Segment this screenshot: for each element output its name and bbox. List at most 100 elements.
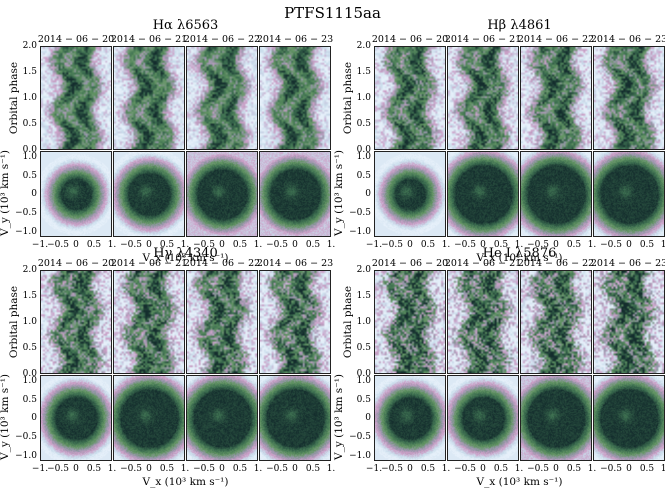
tomogram-panel <box>593 151 665 237</box>
trail-panel <box>447 46 519 150</box>
date-label: 2014 − 06 − 22 <box>183 258 261 269</box>
trail-image <box>521 271 591 373</box>
line-title: Hγ λ4340 <box>153 246 218 261</box>
tomogram-image <box>521 152 591 236</box>
xtick: 1. <box>514 464 524 474</box>
tomogram-image <box>260 376 330 460</box>
tomo-ytick: −0.5 <box>349 432 371 443</box>
tomo-ytick: −1.0 <box>15 450 37 461</box>
xtick: 1. <box>441 240 451 250</box>
trail-ytick: 2.0 <box>356 265 371 275</box>
trail-ytick: 0.5 <box>22 343 37 353</box>
tomogram-image <box>187 152 257 236</box>
tomo-ytick: 0.5 <box>22 170 37 181</box>
xtick: 0.5 <box>86 240 102 250</box>
tomo-ytick: −0.5 <box>349 208 371 219</box>
xtick: 1. <box>326 240 336 250</box>
tomogram-panel <box>113 151 185 237</box>
trail-image <box>375 271 445 373</box>
xtick: 0.5 <box>159 240 175 250</box>
trail-ytick: 1.5 <box>356 291 371 301</box>
date-label: 2014 − 06 − 21 <box>444 258 522 269</box>
tomogram-panel <box>259 151 331 237</box>
xtick: −0.5 <box>454 240 476 250</box>
trail-ylabel: Orbital phase <box>342 61 355 135</box>
trail-image <box>594 271 664 373</box>
tomogram-panel <box>374 375 446 461</box>
xtick: −0.5 <box>381 464 403 474</box>
xtick: 0 <box>407 240 413 250</box>
xtick: 0 <box>480 240 486 250</box>
line-title: Hβ λ4861 <box>487 18 552 33</box>
trail-panel <box>520 46 592 150</box>
trail-panel <box>259 46 331 150</box>
xtick: 0.5 <box>232 464 248 474</box>
tomogram-panel <box>447 375 519 461</box>
tomogram-image <box>594 376 664 460</box>
trail-ytick: 1.0 <box>22 317 37 327</box>
xtick: 0.5 <box>566 240 582 250</box>
date-label: 2014 − 06 − 22 <box>183 34 261 45</box>
date-label: 2014 − 06 − 22 <box>517 258 595 269</box>
xtick: 0.5 <box>305 240 321 250</box>
tomogram-image <box>594 152 664 236</box>
xtick: −0.5 <box>266 240 288 250</box>
trail-panel <box>520 270 592 374</box>
tomo-ylabel: V_y (10³ km s⁻¹) <box>333 150 345 236</box>
trail-panel <box>447 270 519 374</box>
trail-image <box>41 47 111 149</box>
tomo-ylabel: V_y (10³ km s⁻¹) <box>0 150 11 236</box>
tomo-ytick: 1.0 <box>22 376 37 386</box>
tomo-ytick: 0 <box>31 413 37 424</box>
xtick: −0.5 <box>527 464 549 474</box>
xtick: 1. <box>253 240 263 250</box>
trail-image <box>187 47 257 149</box>
xtick: 0.5 <box>493 240 509 250</box>
tomo-ytick: −1.0 <box>349 226 371 237</box>
xtick: −0.5 <box>47 240 69 250</box>
trail-image <box>114 47 184 149</box>
xtick: 0.5 <box>639 240 655 250</box>
xtick: 0 <box>553 464 559 474</box>
xtick: 1. <box>253 464 263 474</box>
trail-ytick: 0.5 <box>356 343 371 353</box>
xtick: 1. <box>107 464 117 474</box>
tomogram-panel <box>593 375 665 461</box>
tomogram-image <box>41 152 111 236</box>
xtick: 1. <box>660 240 665 250</box>
trail-image <box>594 47 664 149</box>
trail-ytick: 1.5 <box>22 291 37 301</box>
tomo-ylabel: V_y (10³ km s⁻¹) <box>333 374 345 460</box>
xtick: 1. <box>180 464 190 474</box>
tomogram-panel <box>113 375 185 461</box>
date-label: 2014 − 06 − 22 <box>517 34 595 45</box>
trail-panel <box>186 46 258 150</box>
xtick: −1. <box>365 464 383 474</box>
tomogram-image <box>114 152 184 236</box>
trail-panel <box>113 270 185 374</box>
xtick: 0 <box>146 240 152 250</box>
trail-ytick: 1.0 <box>356 317 371 327</box>
tomogram-panel <box>40 151 112 237</box>
xtick: −0.5 <box>193 464 215 474</box>
tomo-ytick: −0.5 <box>15 432 37 443</box>
trail-ytick: 0.5 <box>22 119 37 129</box>
tomogram-image <box>375 376 445 460</box>
xtick: 1. <box>587 240 597 250</box>
xtick: −0.5 <box>527 240 549 250</box>
xtick: −0.5 <box>193 240 215 250</box>
xlabel: V_x (10³ km s⁻¹) <box>476 252 563 264</box>
trail-image <box>375 47 445 149</box>
tomo-ytick: 1.0 <box>22 152 37 162</box>
tomogram-panel <box>40 375 112 461</box>
xtick: 0.5 <box>420 240 436 250</box>
tomo-ytick: 0 <box>365 413 371 424</box>
trail-ytick: 0.0 <box>22 369 37 379</box>
tomogram-panel <box>520 375 592 461</box>
xtick: 0 <box>292 464 298 474</box>
xtick: 1. <box>441 464 451 474</box>
tomogram-image <box>41 376 111 460</box>
tomogram-panel <box>374 151 446 237</box>
trail-panel <box>40 270 112 374</box>
date-label: 2014 − 06 − 23 <box>590 34 665 45</box>
